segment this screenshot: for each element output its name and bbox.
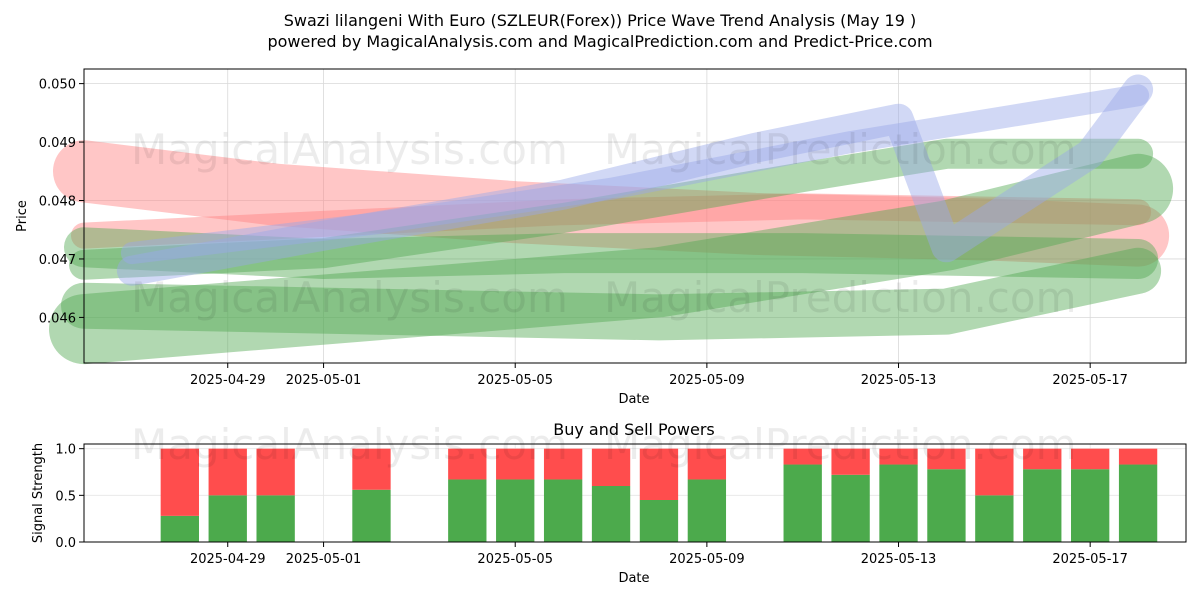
power-y-tick-label: 0.0 [55,536,76,551]
watermark-analysis-mid: MagicalAnalysis.com [131,273,568,322]
power-bars [160,448,1158,542]
price-y-tick-label: 0.049 [39,136,76,151]
price-x-ticks: 2025-04-29 2025-05-01 2025-05-05 2025-05-09… [190,363,1128,388]
sell-power-bar [1118,448,1158,465]
price-x-tick-label: 2025-04-29 [190,373,266,388]
buy-power-bar [256,495,295,542]
price-plot-background [84,69,1186,363]
power-x-tick-label: 2025-05-13 [861,552,937,567]
price-x-tick-label: 2025-05-09 [669,373,745,388]
price-x-tick-label: 2025-05-13 [861,373,937,388]
sell-power-bar [1071,448,1110,470]
power-x-tick-label: 2025-05-05 [477,552,553,567]
watermark-prediction-top: MagicalPrediction.com [604,125,1077,174]
price-x-axis-label: Date [618,392,649,407]
buy-power-bar [448,479,487,542]
price-x-tick-label: 2025-05-17 [1052,373,1128,388]
power-x-tick-label: 2025-05-09 [669,552,745,567]
price-wave-band-green [64,227,1159,279]
price-y-tick-label: 0.050 [39,78,76,93]
price-wave-band-green [61,247,1162,341]
buy-power-bar [543,479,583,542]
buy-power-bar [927,469,966,542]
power-y-tick-label: 0.5 [55,489,76,504]
price-wave-band-blue [120,84,1150,265]
price-y-tick-label: 0.048 [39,195,76,210]
power-plot-frame [83,443,1187,543]
buy-sell-title: Buy and Sell Powers [553,420,715,439]
price-wave-band-green [49,153,1174,365]
buy-power-bar [639,500,679,542]
sell-power-bar [639,448,679,500]
sell-power-bar [160,448,199,516]
price-plot-frame [83,68,1187,364]
price-y-axis-label: Price [15,200,30,232]
power-x-tick-label: 2025-04-29 [190,552,266,567]
sell-power-bar [208,448,247,496]
buy-power-bar [208,495,247,542]
sell-power-bar [1023,448,1062,470]
sell-power-bar [448,448,487,480]
buy-power-bar [687,479,727,542]
price-wave-band-red [53,140,1170,267]
buy-power-bar [1071,469,1110,542]
figure-title-line2: powered by MagicalAnalysis.com and Magic… [267,32,932,51]
buy-power-bar [975,495,1014,542]
price-wave-bands [49,74,1174,365]
price-wave-band-red [71,193,1152,249]
buy-sell-power-chart: Buy and Sell Powers MagicalAnalysis.com … [31,420,1187,586]
sell-power-bar [783,448,822,465]
buy-power-bar [831,474,870,542]
sell-power-bar [256,448,295,496]
figure-title-line1: Swazi lilangeni With Euro (SZLEUR(Forex)… [284,11,917,30]
price-x-tick-label: 2025-05-01 [286,373,362,388]
buy-power-bar [879,464,918,542]
sell-power-bar [496,448,535,480]
power-x-tick-label: 2025-05-01 [286,552,362,567]
price-y-ticks: 0.046 0.047 0.048 0.049 0.050 [39,78,84,326]
power-x-tick-label: 2025-05-17 [1052,552,1128,567]
buy-power-bar [496,479,535,542]
buy-power-bar [591,486,631,542]
power-y-ticks: 0.0 0.5 1.0 [55,443,84,551]
buy-power-bar [1023,469,1062,542]
sell-power-bar [687,448,727,480]
sell-power-bar [352,448,391,490]
watermark-analysis-top: MagicalAnalysis.com [131,125,568,174]
power-x-axis-label: Date [618,571,649,586]
power-y-axis-label: Signal Strength [31,443,46,543]
watermark-prediction-mid: MagicalPrediction.com [604,273,1077,322]
sell-power-bar [831,448,870,475]
sell-power-bar [879,448,918,465]
price-y-tick-label: 0.046 [39,311,76,326]
price-wave-band-green [69,138,1154,280]
buy-power-bar [352,489,391,542]
power-y-tick-label: 1.0 [55,443,76,458]
buy-power-bar [783,464,822,542]
sell-power-bar [543,448,583,480]
price-x-tick-label: 2025-05-05 [477,373,553,388]
price-wave-band-blue [116,74,1154,286]
buy-power-bar [160,515,199,542]
power-x-ticks: 2025-04-29 2025-05-01 2025-05-05 2025-05-09… [190,542,1128,567]
sell-power-bar [591,448,631,486]
price-grid [84,69,1186,363]
price-y-tick-label: 0.047 [39,253,76,268]
price-wave-chart: MagicalAnalysis.com MagicalPrediction.co… [15,68,1187,407]
sell-power-bar [975,448,1014,496]
sell-power-bar [927,448,966,470]
buy-power-bar [1118,464,1158,542]
